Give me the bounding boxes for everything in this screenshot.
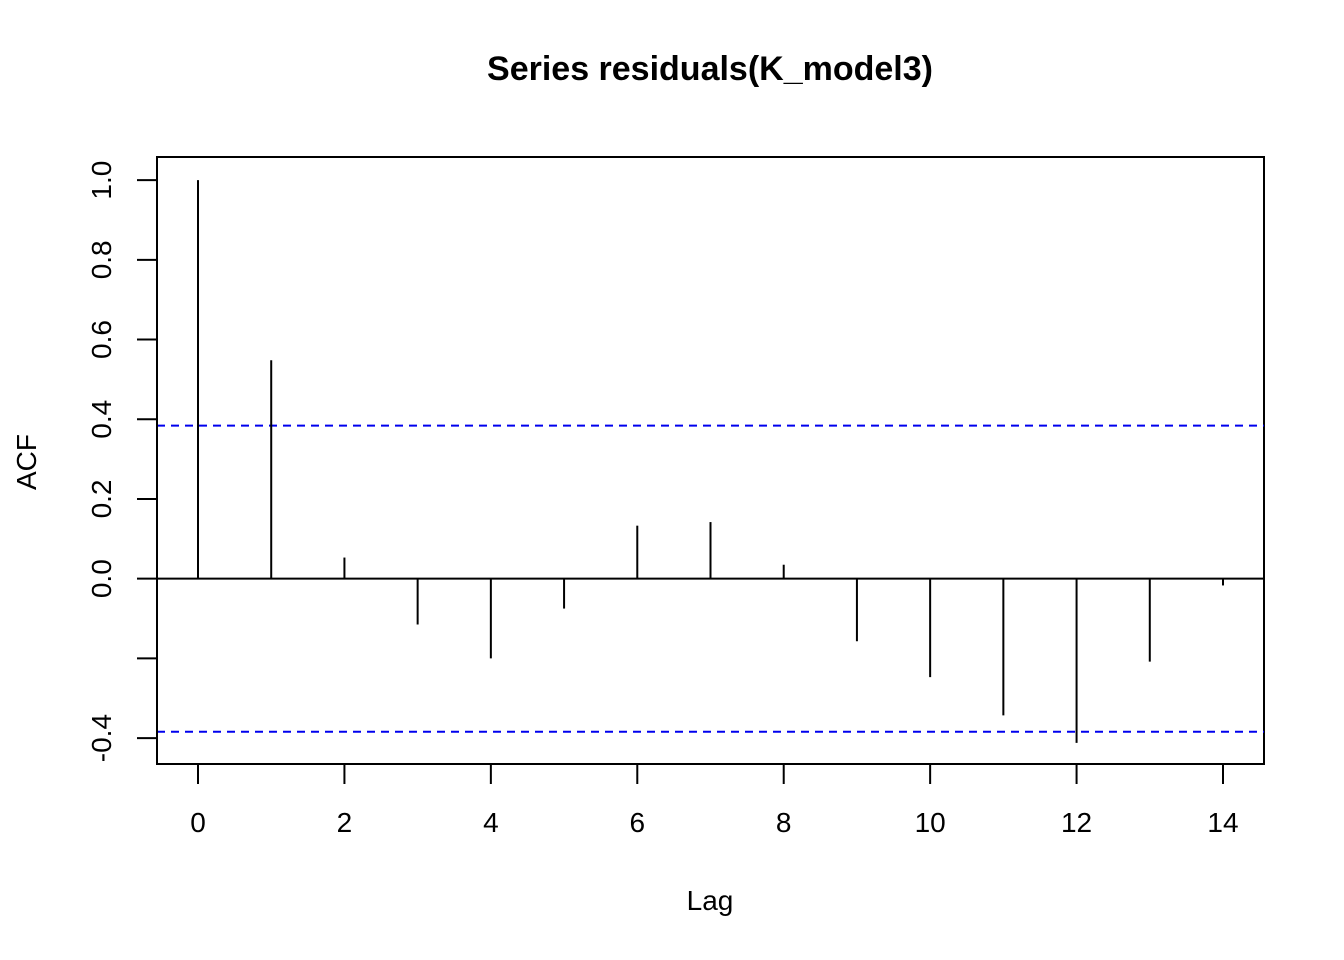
y-tick-label: 0.6 xyxy=(86,320,117,359)
y-tick-label: 0.8 xyxy=(86,240,117,279)
x-tick-label: 12 xyxy=(1061,807,1092,838)
y-tick-label: 0.4 xyxy=(86,400,117,439)
y-tick-label: -0.4 xyxy=(86,714,117,762)
y-tick-label: 1.0 xyxy=(86,161,117,200)
x-tick-label: 8 xyxy=(776,807,792,838)
y-axis-label: ACF xyxy=(11,434,42,490)
x-tick-label: 10 xyxy=(915,807,946,838)
x-tick-label: 14 xyxy=(1207,807,1238,838)
plot-marks: 0 2 4 6 8 10 12 14 -0.4 0.0 0.2 0.4 0.6 0.8 1.0 xyxy=(86,161,1264,838)
x-tick-label: 6 xyxy=(629,807,645,838)
x-tick-label: 0 xyxy=(190,807,206,838)
x-tick-label: 2 xyxy=(337,807,353,838)
chart-title: Series residuals(K_model3) xyxy=(487,50,933,88)
x-axis-label: Lag xyxy=(687,885,734,916)
y-tick-label: 0.2 xyxy=(86,479,117,518)
plot-frame xyxy=(156,156,1265,765)
x-tick-label: 4 xyxy=(483,807,499,838)
y-tick-label: 0.0 xyxy=(86,559,117,598)
